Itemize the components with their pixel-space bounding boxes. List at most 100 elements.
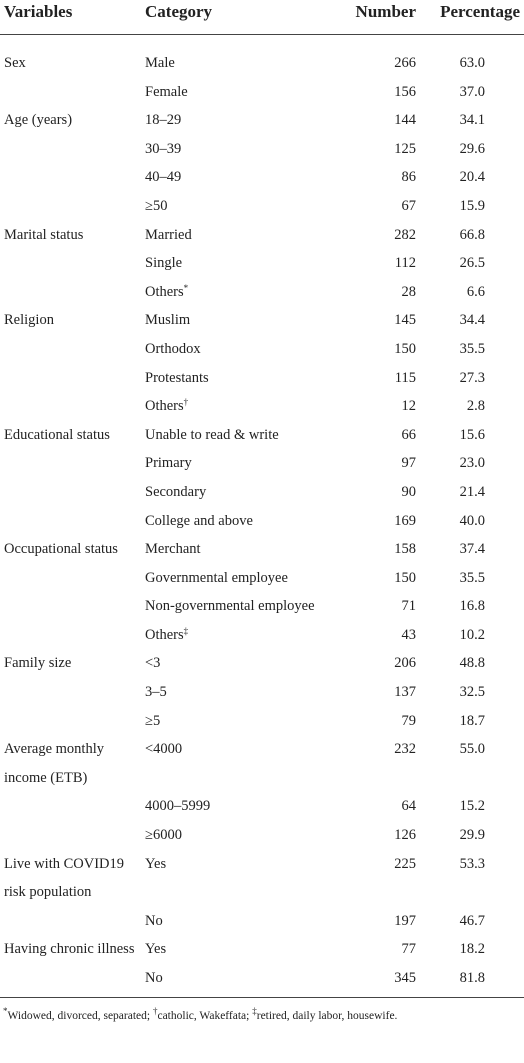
number-cell: 67 <box>344 192 417 221</box>
percentage: 15.9 <box>459 197 485 214</box>
percentage-cell: 15.6 <box>416 421 524 450</box>
table-row: ≥5 79 18.7 <box>0 707 524 736</box>
table-row: ≥6000 126 29.9 <box>0 821 524 850</box>
number-cell: 206 <box>344 649 416 678</box>
variable-cell <box>0 78 145 107</box>
table-row: No 345 81.8 <box>0 964 524 998</box>
category: ≥50 <box>145 197 168 214</box>
percentage-cell: 21.4 <box>416 478 524 507</box>
footnote-text: catholic, Wakeffata; <box>157 1009 253 1022</box>
footnote-text: Widowed, divorced, separated; <box>7 1009 153 1022</box>
percentage: 15.2 <box>459 798 485 815</box>
percentage: 15.6 <box>459 426 485 443</box>
number-cell: 125 <box>344 135 416 164</box>
category-cell: Married <box>145 221 344 250</box>
table-row: No 197 46.7 <box>0 907 524 936</box>
variable-cell <box>0 964 145 998</box>
percentage: 34.4 <box>459 312 485 329</box>
number-cell: 144 <box>344 106 416 135</box>
number-cell: 169 <box>344 507 416 536</box>
number: 225 <box>394 855 416 872</box>
table-row: Sex Male 266 63.0 <box>0 35 524 78</box>
variable-cell <box>0 478 145 507</box>
table-row: College and above 169 40.0 <box>0 507 524 536</box>
note-mark: ‡ <box>183 625 189 636</box>
data-table: Variables Category Number Percentage Sex Mal… <box>0 0 524 998</box>
percentage: 48.8 <box>459 655 485 672</box>
number-cell: 266 <box>344 35 416 78</box>
variable-cell: Educational status <box>0 421 145 450</box>
table-row: Family size <3 206 48.8 <box>0 649 524 678</box>
percentage-cell: 16.8 <box>416 592 524 621</box>
variable-cell: Live with COVID19 risk population <box>0 850 145 907</box>
category-cell: Others* <box>145 278 344 307</box>
variable-cell: Age (years) <box>0 106 145 135</box>
variable-cell <box>0 135 145 164</box>
category: Single <box>145 255 183 272</box>
percentage: 53.3 <box>459 855 485 872</box>
number-cell: 28 <box>344 278 417 307</box>
percentage: 34.1 <box>459 112 485 129</box>
category: Married <box>145 226 192 243</box>
table-row: Marital status Married 282 66.8 <box>0 221 524 250</box>
percentage-cell: 26.5 <box>416 249 524 278</box>
percentage-cell: 40.0 <box>416 507 524 536</box>
category: No <box>145 912 163 929</box>
category-cell: Yes <box>145 935 344 964</box>
percentage-cell: 66.8 <box>416 221 524 250</box>
table-row: Others* 28 6.6 <box>0 278 524 307</box>
number-cell: 345 <box>344 964 416 998</box>
number: 126 <box>394 827 416 844</box>
number: 158 <box>394 541 416 558</box>
table-row: Non-governmental employee 71 16.8 <box>0 592 524 621</box>
number: 112 <box>394 255 416 272</box>
percentage-cell: 48.8 <box>416 649 524 678</box>
header-row: Variables Category Number Percentage <box>0 0 524 35</box>
table-row: Educational status Unable to read & write… <box>0 421 524 450</box>
table-row: 40–49 86 20.4 <box>0 163 524 192</box>
category: Male <box>145 55 175 71</box>
number-cell: 66 <box>344 421 417 450</box>
percentage: 29.9 <box>459 827 485 844</box>
table-row: Live with COVID19 risk population Yes 225 5… <box>0 850 524 907</box>
number-cell: 232 <box>344 735 416 792</box>
number: 206 <box>394 655 416 672</box>
category: Governmental employee <box>145 569 288 586</box>
number: 71 <box>401 598 417 615</box>
number: 197 <box>394 912 416 929</box>
variable-cell <box>0 249 145 278</box>
column-header: Number <box>344 0 416 35</box>
percentage-cell: 15.2 <box>416 792 524 821</box>
variable: Educational status <box>4 426 110 443</box>
category: Primary <box>145 455 192 472</box>
variable-cell <box>0 907 145 936</box>
variable-cell <box>0 678 145 707</box>
percentage: 32.5 <box>459 684 485 701</box>
percentage-cell: 53.3 <box>416 850 524 907</box>
table-row: ≥50 67 15.9 <box>0 192 524 221</box>
number: 145 <box>394 312 416 329</box>
variable-cell <box>0 364 145 393</box>
variable-cell <box>0 449 145 478</box>
table-row: Having chronic illness Yes 77 18.2 <box>0 935 524 964</box>
number-cell: 64 <box>344 792 417 821</box>
percentage: 46.7 <box>459 912 485 929</box>
category: Secondary <box>145 483 207 500</box>
variable-cell <box>0 707 145 736</box>
category: Others <box>145 626 184 643</box>
percentage-cell: 18.7 <box>416 707 524 736</box>
number-cell: 225 <box>344 850 416 907</box>
category-cell: 40–49 <box>145 163 344 192</box>
category-cell: <4000 <box>145 735 344 792</box>
category-cell: Non-governmental employee <box>145 592 344 621</box>
number-cell: 145 <box>344 306 416 335</box>
variable-cell: Marital status <box>0 221 145 250</box>
percentage: 2.8 <box>466 398 485 415</box>
category-cell: Primary <box>145 449 344 478</box>
table-row: Occupational status Merchant 158 37.4 <box>0 535 524 564</box>
category: Female <box>145 83 188 100</box>
number-cell: 79 <box>344 707 417 736</box>
variable: Age (years) <box>4 112 73 129</box>
variable-cell <box>0 163 145 192</box>
